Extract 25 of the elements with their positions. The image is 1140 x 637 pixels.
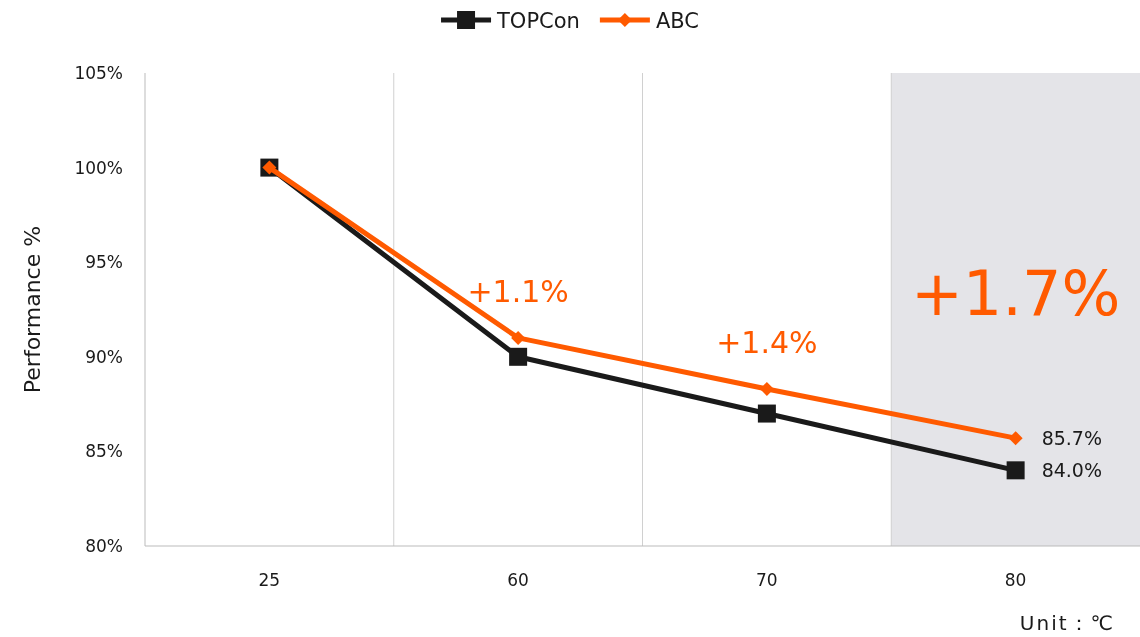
x-tick-label: 25 xyxy=(258,570,281,590)
x-axis-title: Unit：℃ xyxy=(1019,611,1115,635)
y-axis-title: Performance % xyxy=(20,225,45,394)
y-tick-label: 100% xyxy=(74,157,123,178)
point xyxy=(1006,461,1025,480)
legend-label: TOPCon xyxy=(496,9,580,33)
point xyxy=(511,330,526,345)
y-tick-label: 95% xyxy=(85,252,123,273)
x-tick-label: 80 xyxy=(1004,570,1027,590)
x-tick-label: 60 xyxy=(507,570,529,590)
point xyxy=(757,404,776,423)
annotation: +1.4% xyxy=(716,324,818,360)
band-label: +1.7% xyxy=(910,257,1121,331)
annotation: +1.1% xyxy=(467,273,569,309)
data-label: 84.0% xyxy=(1041,459,1102,482)
y-tick-label: 105% xyxy=(74,63,123,83)
y-tick-label: 90% xyxy=(85,346,123,367)
y-tick-label: 85% xyxy=(85,441,123,462)
y-tick-label: 80% xyxy=(85,536,123,556)
legend-label: ABC xyxy=(655,9,699,33)
point xyxy=(1008,431,1023,446)
point xyxy=(759,381,774,396)
x-tick-label: 70 xyxy=(756,570,778,590)
point xyxy=(509,347,528,366)
data-label: 85.7% xyxy=(1041,427,1102,450)
